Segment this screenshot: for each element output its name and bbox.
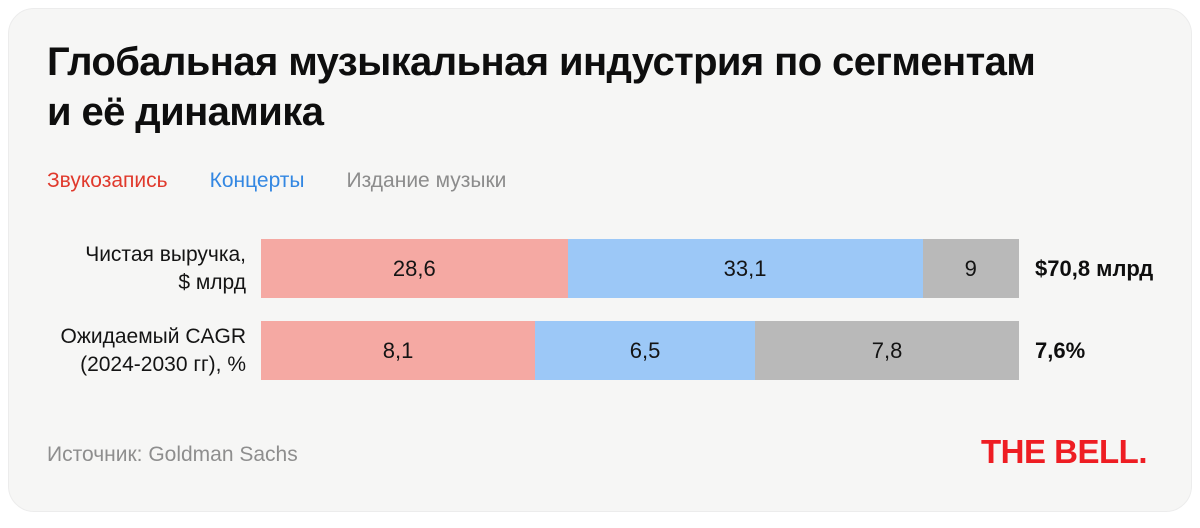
bar-value-label: 33,1 <box>723 255 767 281</box>
source-note: Источник: Goldman Sachs <box>47 443 298 466</box>
row-total-revenue: $70,8 млрд <box>1035 255 1154 281</box>
bar-value-label: 7,8 <box>871 337 903 363</box>
legend: Звукозапись Концерты Издание музыки <box>47 169 506 193</box>
bar-segment-concerts: 6,5 <box>535 321 756 380</box>
row-label-cagr-line2: (2024-2030 гг), % <box>80 352 246 376</box>
row-total-cagr: 7,6% <box>1035 337 1086 363</box>
infographic-card: Глобальная музыкальная индустрия по сегм… <box>8 8 1192 512</box>
bar-segment-publishing: 7,8 <box>755 321 1019 380</box>
legend-item-concerts: Концерты <box>209 169 305 192</box>
bar-segment-recording: 28,6 <box>261 239 568 298</box>
page-title-line2: и её динамика <box>47 90 324 134</box>
bar-value-label: 9 <box>964 255 977 281</box>
row-label-revenue: Чистая выручка, $ млрд <box>47 239 246 298</box>
row-label-cagr: Ожидаемый CAGR (2024-2030 гг), % <box>47 321 247 380</box>
legend-item-publishing: Издание музыки <box>346 169 507 192</box>
bar-track-revenue: 28,6 33,1 9 <box>261 239 1019 298</box>
bar-segment-publishing: 9 <box>922 239 1019 298</box>
bar-track-cagr: 8,1 6,5 7,8 <box>261 321 1019 380</box>
bar-value-label: 6,5 <box>629 337 661 363</box>
bar-row-revenue: Чистая выручка, $ млрд 28,6 33,1 9 $70,8… <box>47 239 1167 298</box>
page-title: Глобальная музыкальная индустрия по сегм… <box>47 37 1036 137</box>
row-label-cagr-line1: Ожидаемый CAGR <box>60 324 247 348</box>
page-title-line1: Глобальная музыкальная индустрия по сегм… <box>47 40 1036 84</box>
bar-row-cagr: Ожидаемый CAGR (2024-2030 гг), % 8,1 6,5… <box>47 321 1167 380</box>
bar-segment-concerts: 33,1 <box>567 239 923 298</box>
bar-chart: Чистая выручка, $ млрд 28,6 33,1 9 $70,8… <box>47 239 1167 403</box>
row-label-revenue-line1: Чистая выручка, <box>85 242 246 266</box>
the-bell-logo: THE BELL. <box>981 433 1148 470</box>
bar-segment-recording: 8,1 <box>261 321 536 380</box>
bar-value-label: 28,6 <box>392 255 436 281</box>
row-label-revenue-line2: $ млрд <box>178 270 246 294</box>
legend-item-recording: Звукозапись <box>47 169 168 192</box>
bar-value-label: 8,1 <box>382 337 414 363</box>
